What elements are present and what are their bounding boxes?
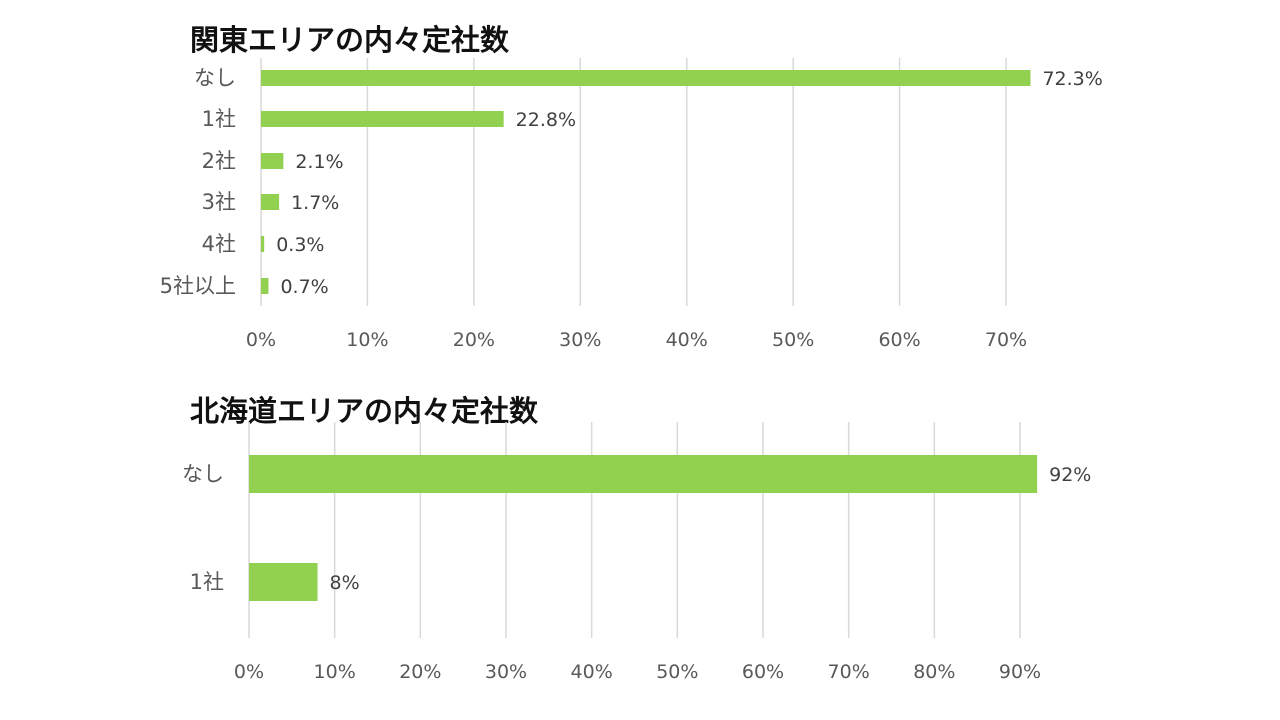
hokkaido-tick-label: 90% xyxy=(999,661,1041,683)
hokkaido-tick-label: 50% xyxy=(656,661,698,683)
chart-title-hokkaido: 北海道エリアの内々定社数 xyxy=(190,394,539,428)
kanto-data-label: 2.1% xyxy=(295,151,343,173)
hokkaido-tick-label: 40% xyxy=(571,661,613,683)
hokkaido-tick-label: 20% xyxy=(399,661,441,683)
kanto-tick-label: 50% xyxy=(772,329,814,351)
hokkaido-data-label: 92% xyxy=(1049,464,1091,486)
kanto-bar xyxy=(261,153,284,169)
kanto-category-label: 4社 xyxy=(202,232,236,256)
kanto-data-label: 1.7% xyxy=(291,192,339,214)
kanto-bar xyxy=(261,70,1031,86)
hokkaido-category-label: 1社 xyxy=(190,570,224,594)
chart-kanto: 0% 10% 20% 30% 40% 50% 60% 70% なし 72.3% 1社 22.8% 2社 2… xyxy=(160,58,1103,351)
kanto-tick-label: 0% xyxy=(246,329,276,351)
kanto-tick-label: 60% xyxy=(878,329,920,351)
kanto-category-label: なし xyxy=(194,66,236,90)
hokkaido-tick-label: 0% xyxy=(234,661,264,683)
kanto-data-label: 22.8% xyxy=(516,109,576,131)
kanto-tick-label: 30% xyxy=(559,329,601,351)
hokkaido-bar xyxy=(249,563,318,601)
kanto-bar xyxy=(261,236,265,252)
chart-title-kanto: 関東エリアの内々定社数 xyxy=(190,23,510,57)
hokkaido-data-label: 8% xyxy=(330,572,360,594)
hokkaido-bar xyxy=(249,455,1038,493)
kanto-category-label: 1社 xyxy=(202,107,236,131)
hokkaido-tick-label: 30% xyxy=(485,661,527,683)
kanto-category-label: 5社以上 xyxy=(160,274,236,298)
kanto-tick-label: 40% xyxy=(666,329,708,351)
kanto-category-label: 3社 xyxy=(202,190,236,214)
kanto-bar xyxy=(261,111,504,127)
kanto-tick-label: 20% xyxy=(453,329,495,351)
kanto-data-label: 72.3% xyxy=(1042,68,1102,90)
kanto-data-label: 0.3% xyxy=(276,234,324,256)
kanto-bar xyxy=(261,194,280,210)
kanto-tick-label: 70% xyxy=(985,329,1027,351)
kanto-data-label: 0.7% xyxy=(280,276,328,298)
hokkaido-tick-label: 10% xyxy=(314,661,356,683)
kanto-category-label: 2社 xyxy=(202,149,236,173)
kanto-bar xyxy=(261,278,269,294)
hokkaido-tick-label: 80% xyxy=(913,661,955,683)
kanto-tick-label: 10% xyxy=(346,329,388,351)
hokkaido-tick-label: 70% xyxy=(828,661,870,683)
hokkaido-tick-label: 60% xyxy=(742,661,784,683)
hokkaido-category-label: なし xyxy=(182,462,224,486)
